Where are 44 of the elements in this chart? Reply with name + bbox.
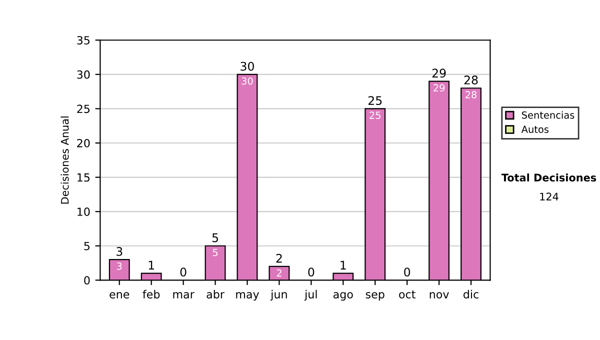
x-tick-label: oct	[399, 290, 416, 298]
data-label: 25	[370, 112, 380, 119]
y-tick-label: 15	[78, 173, 90, 182]
x-tick-label: ago	[333, 292, 353, 301]
y-tick-label: 25	[77, 104, 90, 114]
x-tick-label: nov	[430, 292, 449, 298]
x-tick-label: jun	[270, 290, 287, 301]
y-tick-label: 10	[78, 208, 90, 216]
legend-label: Autos	[521, 126, 549, 134]
total-label: 1	[340, 260, 346, 270]
total-label: 2	[276, 254, 282, 263]
total-label: 25	[368, 96, 382, 106]
data-label: 28	[466, 91, 477, 98]
x-tick-label: ene	[110, 292, 130, 298]
total-label: 1	[148, 260, 154, 270]
y-tick-label: 20	[77, 138, 90, 148]
y-tick-label: 35	[77, 36, 90, 44]
y-tick-label: 5	[84, 242, 90, 250]
data-label: 3	[117, 262, 122, 270]
text: Total Decisiones	[501, 173, 596, 182]
text: 124	[540, 192, 558, 200]
x-tick-label: mar	[173, 292, 194, 298]
total-label: 5	[212, 233, 218, 242]
total-label: 0	[404, 268, 410, 276]
total-label: 30	[240, 62, 254, 71]
legend-label: Sentencias	[522, 111, 574, 119]
x-tick-label: jul	[304, 290, 317, 301]
data-label: 30	[242, 77, 253, 85]
total-label: 0	[308, 268, 314, 276]
x-tick-label: sep	[366, 292, 384, 301]
data-label: 29	[434, 84, 445, 92]
total-label: 28	[464, 76, 478, 84]
x-tick-label: may	[236, 292, 260, 301]
total-label: 29	[432, 68, 446, 78]
data-label: 2	[276, 269, 282, 277]
y-tick-label: 30	[77, 70, 90, 79]
x-tick-label: feb	[142, 290, 160, 298]
y-tick-label: 0	[84, 276, 90, 285]
x-tick-label: dic	[464, 290, 478, 298]
data-label: 5	[212, 248, 218, 256]
y-axis-title: Decisiones Anual	[60, 116, 69, 204]
total-label: 3	[116, 246, 122, 256]
total-label: 0	[180, 268, 186, 276]
x-tick-label: abr	[206, 290, 224, 298]
